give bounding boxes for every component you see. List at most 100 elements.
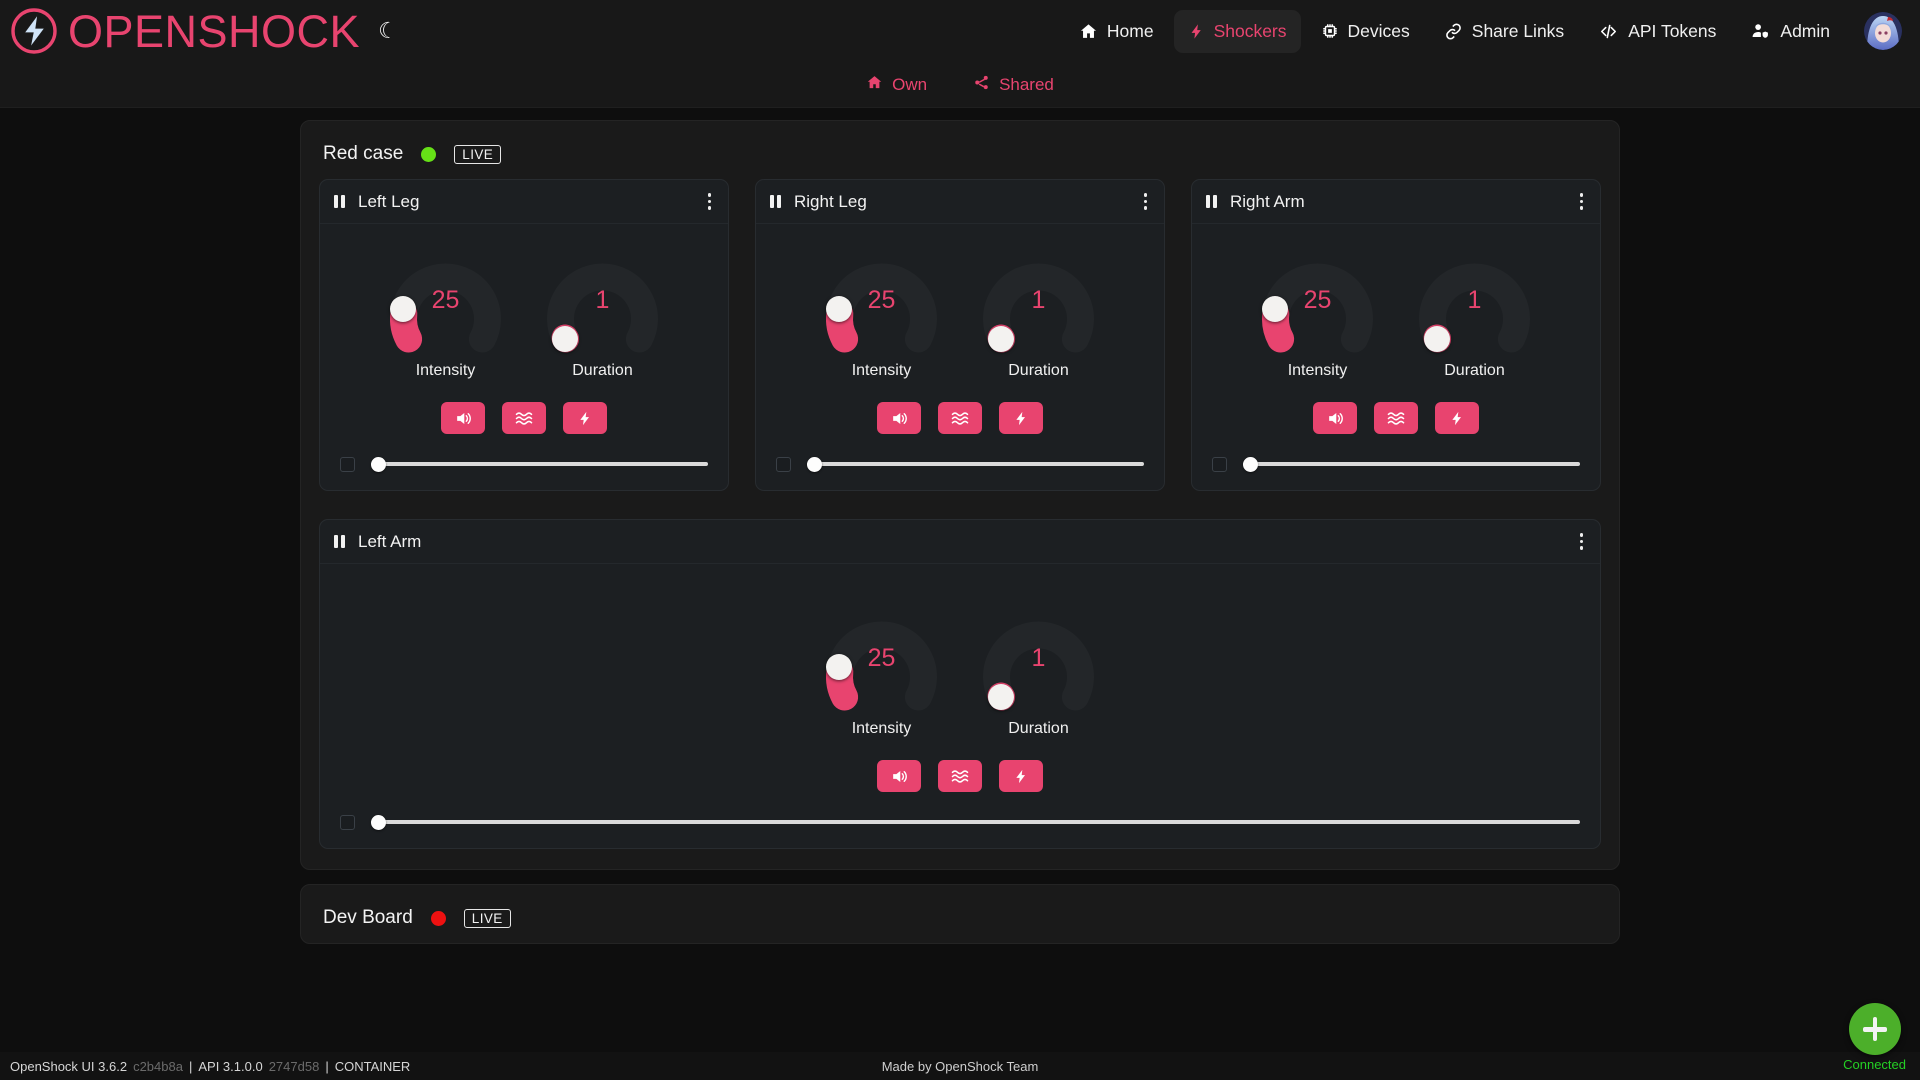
pause-icon	[1206, 195, 1217, 208]
intensity-dial[interactable]: 25	[814, 596, 949, 716]
power-slider[interactable]	[1243, 456, 1580, 472]
slider-thumb[interactable]	[371, 814, 386, 830]
duration-value: 1	[595, 286, 610, 314]
intensity-dial-wrap: 25 Intensity	[1250, 238, 1385, 380]
slider-thumb[interactable]	[807, 456, 822, 472]
power-slider[interactable]	[371, 456, 708, 472]
duration-label: Duration	[1444, 362, 1505, 379]
user-shield-icon	[1750, 22, 1771, 41]
power-slider[interactable]	[807, 456, 1144, 472]
vibrate-button[interactable]	[1374, 402, 1418, 434]
device-header: Red case LIVE	[319, 137, 1601, 179]
shock-button[interactable]	[1435, 402, 1479, 434]
nav-label-share-links: Share Links	[1471, 20, 1565, 41]
brand[interactable]: OPENSHOCK	[8, 5, 360, 57]
nav-item-home[interactable]: Home	[1065, 10, 1168, 53]
dials: 25 Intensity 1	[378, 238, 670, 380]
shock-button[interactable]	[563, 402, 607, 434]
card-header: Right Arm	[1192, 180, 1600, 224]
duration-knob[interactable]	[988, 684, 1014, 710]
footer-api-hash: 2747d58	[268, 1058, 320, 1074]
duration-dial-wrap: 1 Duration	[1407, 238, 1542, 380]
moon-icon[interactable]: ☾	[378, 18, 398, 43]
select-checkbox[interactable]	[1212, 456, 1227, 472]
nav-item-admin[interactable]: Admin	[1736, 10, 1844, 53]
select-checkbox[interactable]	[340, 814, 355, 830]
duration-label: Duration	[1008, 720, 1069, 737]
intensity-knob[interactable]	[826, 654, 852, 680]
card-header: Right Leg	[756, 180, 1164, 224]
duration-value: 1	[1031, 644, 1046, 672]
live-badge: LIVE	[463, 908, 511, 928]
slider-thumb[interactable]	[371, 456, 386, 472]
subnav-label-own: Own	[892, 74, 928, 94]
shocker-name: Right Leg	[794, 191, 867, 211]
more-options-icon[interactable]	[705, 189, 715, 214]
shocker-name: Right Arm	[1230, 191, 1305, 211]
shocker-name: Left Leg	[358, 191, 420, 211]
intensity-knob[interactable]	[1262, 296, 1288, 322]
duration-dial[interactable]: 1	[971, 238, 1106, 358]
fab-wrap: Connected	[1843, 1003, 1906, 1072]
nav-item-api-tokens[interactable]: API Tokens	[1584, 10, 1730, 53]
slider-thumb[interactable]	[1243, 456, 1258, 472]
nav-label-api-tokens: API Tokens	[1628, 20, 1717, 41]
duration-dial[interactable]: 1	[971, 596, 1106, 716]
duration-dial[interactable]: 1	[535, 238, 670, 358]
bolt-icon	[1188, 22, 1205, 41]
shocker-card-right-leg: Right Leg 25	[755, 179, 1165, 491]
nav-items: Home Shockers Devices	[1065, 9, 1902, 53]
action-buttons	[1313, 402, 1479, 434]
nav-item-share-links[interactable]: Share Links	[1430, 10, 1578, 53]
status-indicator-offline	[430, 910, 446, 926]
duration-dial-wrap: 1 Duration	[971, 596, 1106, 738]
duration-dial[interactable]: 1	[1407, 238, 1542, 358]
pause-icon	[334, 535, 345, 548]
avatar[interactable]	[1864, 12, 1902, 50]
select-checkbox[interactable]	[776, 456, 791, 472]
more-options-icon[interactable]	[1141, 189, 1151, 214]
intensity-dial[interactable]: 25	[1250, 238, 1385, 358]
intensity-knob[interactable]	[826, 296, 852, 322]
subnav-item-shared[interactable]: Shared	[973, 74, 1054, 96]
card-header: Left Arm	[320, 520, 1600, 564]
intensity-knob[interactable]	[390, 296, 416, 322]
page-content: Red case LIVE Left Leg	[0, 108, 1920, 1052]
duration-knob[interactable]	[552, 326, 578, 352]
vibrate-button[interactable]	[938, 402, 982, 434]
duration-knob[interactable]	[988, 326, 1014, 352]
dials: 25 Intensity 1	[814, 596, 1106, 738]
more-options-icon[interactable]	[1577, 529, 1587, 554]
footer-sep-2: |	[325, 1058, 329, 1074]
link-icon	[1444, 22, 1463, 41]
subnav-label-shared: Shared	[999, 74, 1054, 94]
vibrate-button[interactable]	[938, 760, 982, 792]
sound-button[interactable]	[877, 760, 921, 792]
duration-dial-wrap: 1 Duration	[535, 238, 670, 380]
footer-sep-1: |	[188, 1058, 193, 1074]
select-checkbox[interactable]	[340, 456, 355, 472]
subnav-item-own[interactable]: Own	[866, 74, 927, 96]
duration-label: Duration	[1008, 362, 1069, 379]
slider-row	[772, 434, 1148, 490]
duration-knob[interactable]	[1424, 326, 1450, 352]
add-shocker-button[interactable]	[1848, 1003, 1901, 1055]
nav-item-devices[interactable]: Devices	[1307, 10, 1424, 53]
action-buttons	[877, 402, 1043, 434]
intensity-dial[interactable]: 25	[814, 238, 949, 358]
duration-dial-wrap: 1 Duration	[971, 238, 1106, 380]
nav-label-devices: Devices	[1347, 20, 1410, 41]
more-options-icon[interactable]	[1577, 189, 1587, 214]
shock-button[interactable]	[999, 402, 1043, 434]
footer-ui-version: OpenShock UI 3.6.2	[10, 1058, 128, 1074]
vibrate-button[interactable]	[502, 402, 546, 434]
shock-button[interactable]	[999, 760, 1043, 792]
sound-button[interactable]	[441, 402, 485, 434]
nav-item-shockers[interactable]: Shockers	[1173, 9, 1301, 53]
shocker-name: Left Arm	[358, 531, 422, 551]
intensity-dial[interactable]: 25	[378, 238, 513, 358]
power-slider[interactable]	[371, 814, 1580, 830]
sound-button[interactable]	[877, 402, 921, 434]
sound-button[interactable]	[1313, 402, 1357, 434]
card-body: 25 Intensity 1	[1192, 224, 1600, 490]
